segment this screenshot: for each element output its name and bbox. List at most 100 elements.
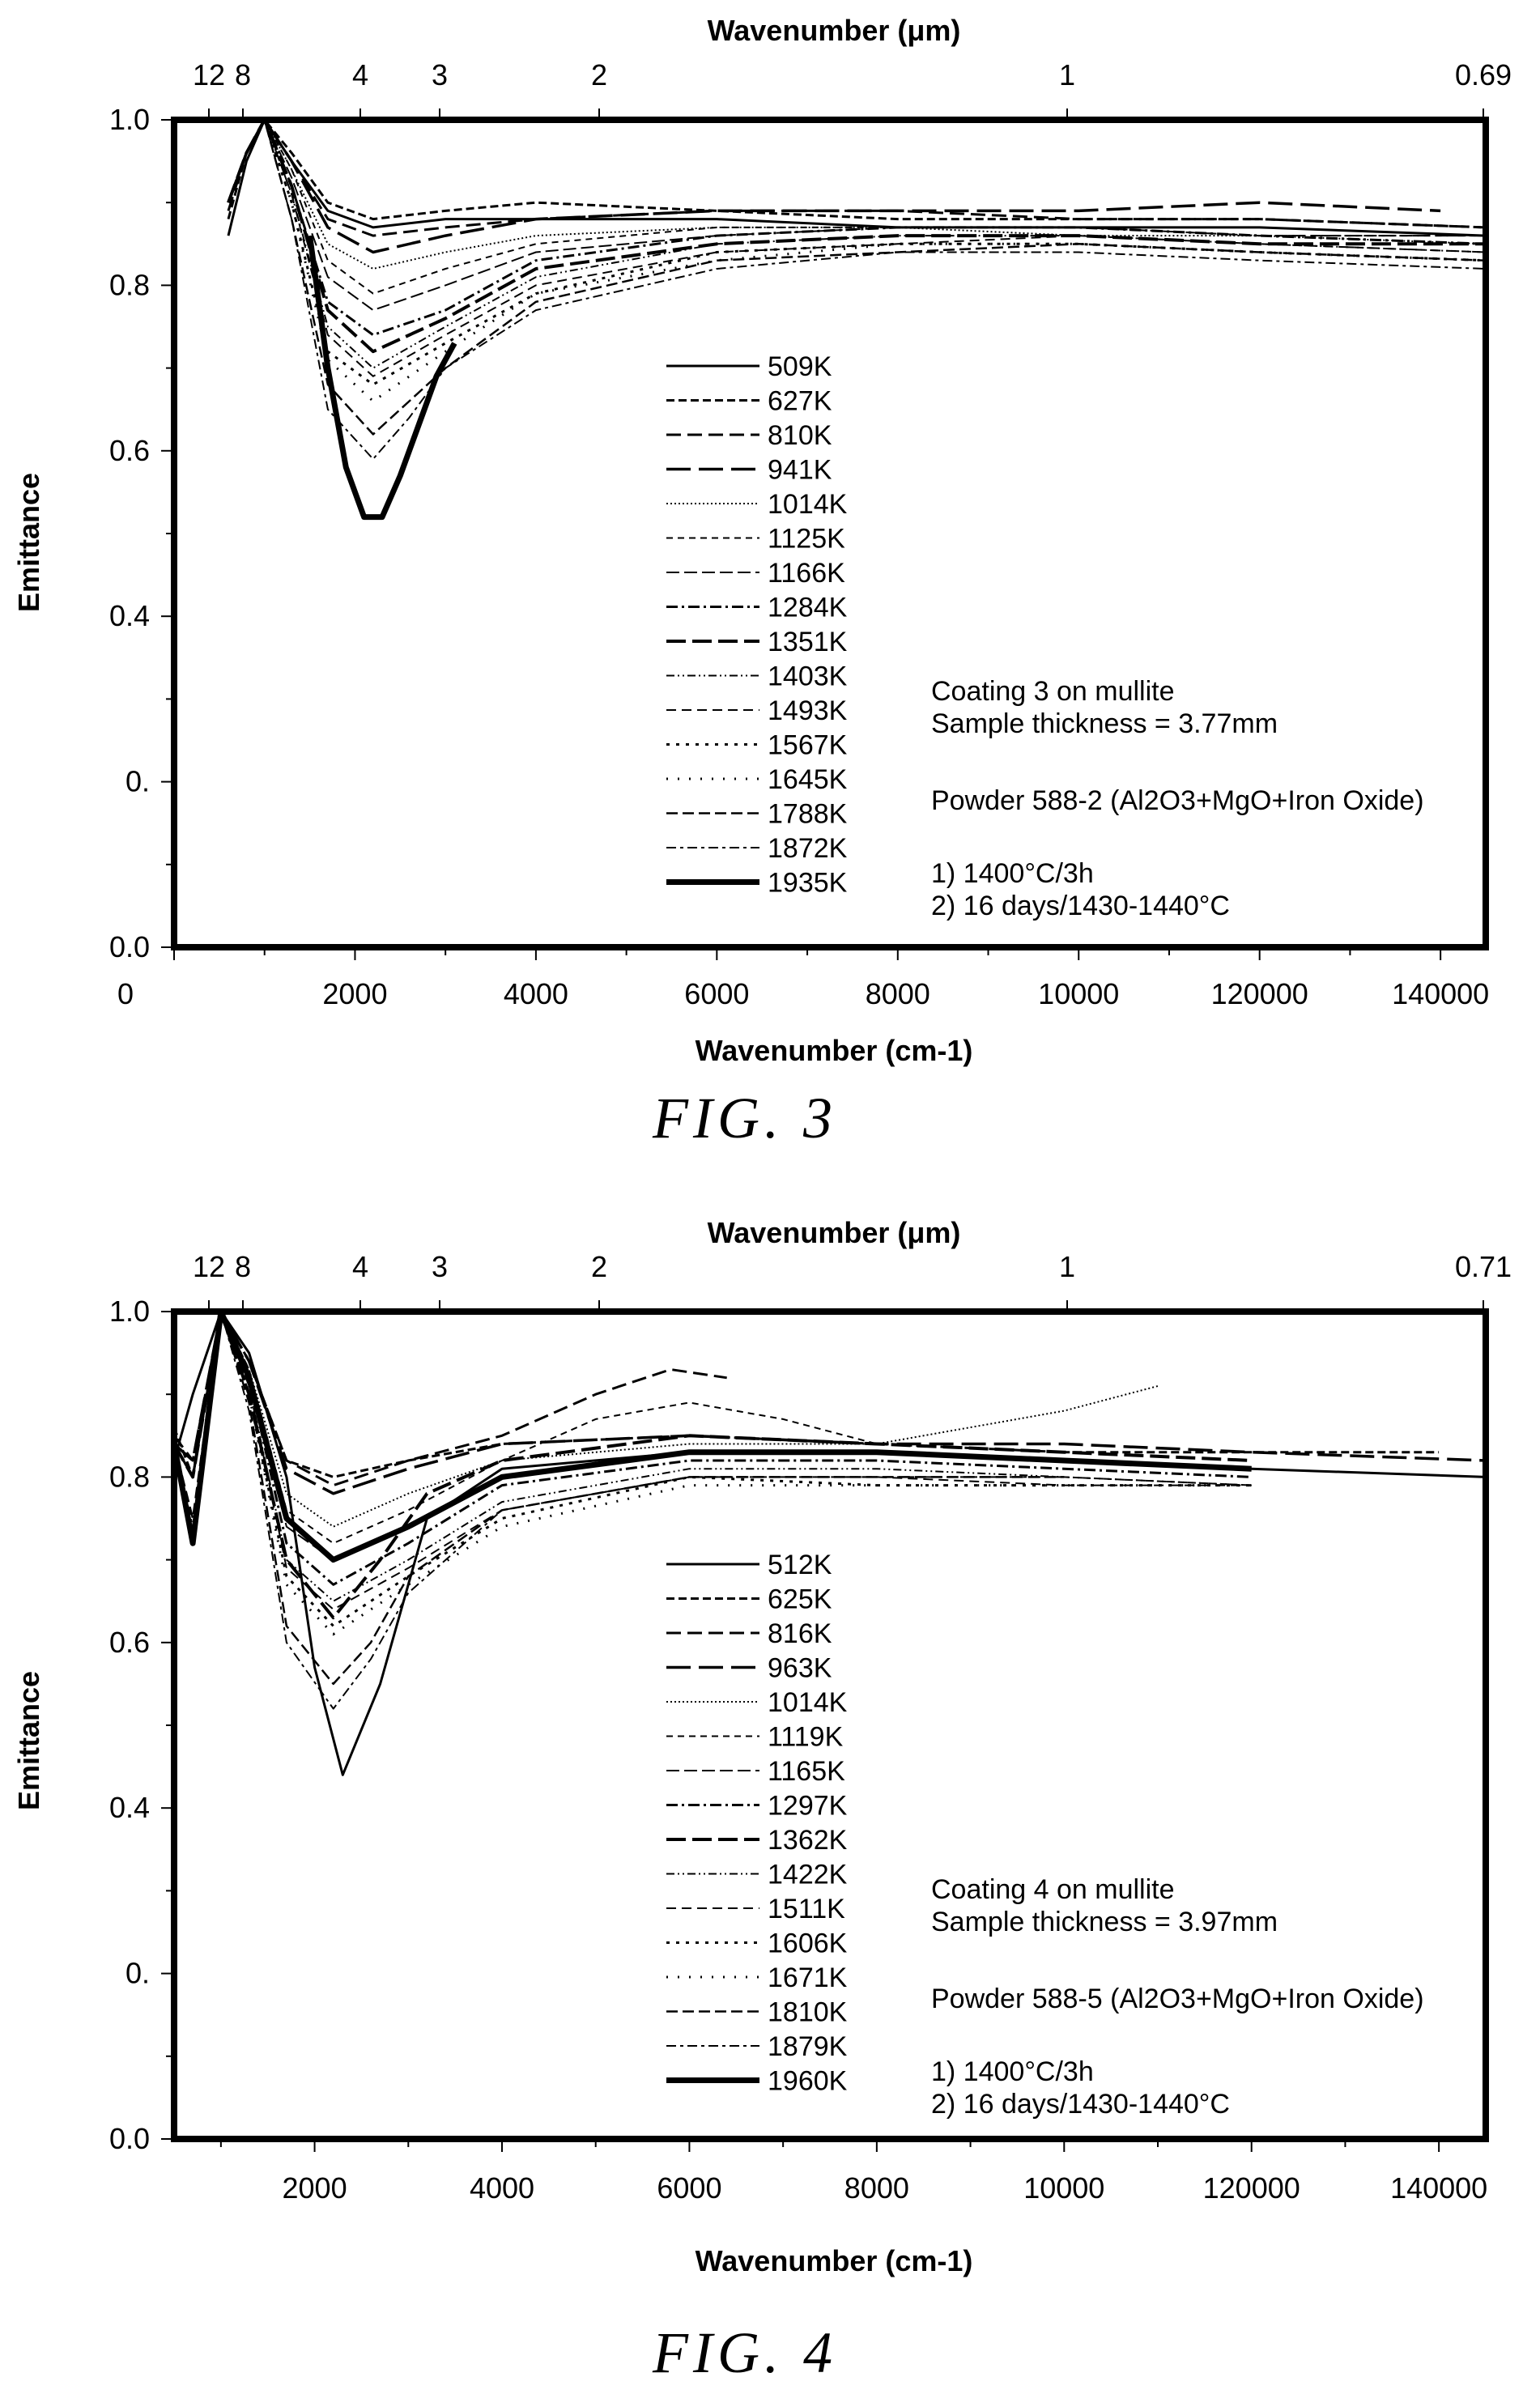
legend-label: 1493K bbox=[768, 695, 848, 726]
series-line-1422K bbox=[174, 1312, 1252, 1602]
y-tick-label: 1.0 bbox=[109, 1295, 150, 1328]
y-tick-label: 1.0 bbox=[109, 103, 150, 136]
legend-label: 1879K bbox=[768, 2031, 848, 2062]
top-tick-label: 12 bbox=[193, 58, 225, 91]
annotation-coating: Coating 3 on mullite bbox=[931, 676, 1175, 707]
legend-label: 1935K bbox=[768, 868, 848, 899]
legend-label: 1165K bbox=[768, 1756, 845, 1787]
annotation-thickness: Sample thickness = 3.77mm bbox=[931, 708, 1278, 739]
series-line-1014K bbox=[228, 120, 1486, 270]
series-line-1014K bbox=[174, 1312, 1159, 1528]
legend-label: 1567K bbox=[768, 730, 848, 761]
top-axis-title: Wavenumber (μm) bbox=[708, 1216, 961, 1249]
x-tick-label: 6000 bbox=[657, 2171, 721, 2205]
x-tick-label: 140000 bbox=[1392, 977, 1489, 1010]
y-tick-label: 0. bbox=[125, 1957, 150, 1990]
top-tick-label: 12 bbox=[193, 1250, 225, 1283]
legend-label: 816K bbox=[768, 1618, 832, 1649]
top-tick-label: 0.71 bbox=[1455, 1250, 1512, 1283]
x-tick-label: 10000 bbox=[1038, 977, 1119, 1010]
x-tick-label: 120000 bbox=[1203, 2171, 1300, 2205]
top-tick-label: 4 bbox=[352, 1250, 368, 1283]
series-line-1119K bbox=[174, 1312, 878, 1545]
series-line-1297K bbox=[174, 1312, 1252, 1586]
top-tick-label: 1 bbox=[1059, 1250, 1075, 1283]
y-axis-title: Emittance bbox=[12, 1671, 45, 1810]
x-tick-label: 4000 bbox=[504, 977, 568, 1010]
annotation-coating: Coating 4 on mullite bbox=[931, 1874, 1175, 1905]
series-line-1362K bbox=[174, 1312, 1252, 1620]
legend-label: 1511K bbox=[768, 1894, 845, 1924]
legend-label: 941K bbox=[768, 455, 832, 486]
series-line-963K bbox=[174, 1312, 1486, 1495]
legend-label: 810K bbox=[768, 420, 832, 451]
series-line-1671K bbox=[174, 1312, 1252, 1636]
legend-label: 1422K bbox=[768, 1860, 848, 1890]
series-line-1493K bbox=[228, 120, 1486, 377]
y-tick-label: 0.0 bbox=[109, 2122, 150, 2155]
chart-fig-4: Wavenumber (μm) 12 8 4 3 2 1 0.71 2000 4000 6000… bbox=[12, 1216, 1512, 2385]
top-tick-label: 0.69 bbox=[1455, 58, 1512, 91]
series-line-1935K bbox=[307, 235, 457, 521]
x-tick-label: 10000 bbox=[1023, 2171, 1104, 2205]
legend-label: 1014K bbox=[768, 1687, 848, 1718]
legend-label: 627K bbox=[768, 386, 832, 417]
series-line-1872K bbox=[228, 120, 1486, 460]
x-tick-label: 140000 bbox=[1390, 2171, 1487, 2205]
top-tick-label: 3 bbox=[432, 1250, 448, 1283]
legend-label: 1671K bbox=[768, 1962, 848, 1993]
x-tick-label: 120000 bbox=[1211, 977, 1308, 1010]
plot-frame bbox=[171, 1308, 1489, 2142]
legend-label: 1284K bbox=[768, 593, 848, 623]
top-tick-label: 2 bbox=[591, 58, 607, 91]
annotation-powder: Powder 588-5 (Al2O3+MgO+Iron Oxide) bbox=[931, 1984, 1424, 2014]
top-tick-label: 4 bbox=[352, 58, 368, 91]
top-tick-label: 3 bbox=[432, 58, 448, 91]
y-tick-label: 0.8 bbox=[109, 268, 150, 301]
annotation-step1: 1) 1400°C/3h bbox=[931, 2056, 1094, 2087]
series-layer bbox=[227, 120, 1486, 521]
legend-label: 963K bbox=[768, 1653, 832, 1684]
legend-label: 1014K bbox=[768, 489, 848, 520]
series-layer bbox=[174, 1312, 1486, 1776]
x-axis-title: Wavenumber (cm-1) bbox=[696, 2244, 973, 2277]
legend-label: 1166K bbox=[768, 558, 845, 589]
series-line-810K bbox=[227, 120, 1486, 237]
y-tick-label: 0.4 bbox=[109, 1791, 150, 1824]
series-line-1284K bbox=[227, 120, 1486, 337]
x-tick-label: 0 bbox=[117, 977, 134, 1010]
legend-label: 1872K bbox=[768, 833, 848, 864]
legend-label: 1351K bbox=[768, 627, 848, 657]
top-tick-label: 8 bbox=[235, 1250, 251, 1283]
series-line-1960K bbox=[174, 1312, 1252, 1563]
legend-label: 1810K bbox=[768, 1997, 848, 2028]
legend-label: 1403K bbox=[768, 661, 848, 692]
x-tick-label: 2000 bbox=[322, 977, 387, 1010]
y-axis-ticks: 0.0 0. 0.4 0.6 0.8 1.0 bbox=[109, 1295, 174, 2155]
legend-label: 512K bbox=[768, 1550, 832, 1580]
x-tick-label: 6000 bbox=[684, 977, 749, 1010]
top-axis-title: Wavenumber (μm) bbox=[708, 14, 961, 47]
annotation-thickness: Sample thickness = 3.97mm bbox=[931, 1907, 1278, 1937]
top-tick-label: 2 bbox=[591, 1250, 607, 1283]
y-tick-label: 0.6 bbox=[109, 434, 150, 467]
legend-label: 1119K bbox=[768, 1722, 844, 1753]
legend-label: 625K bbox=[768, 1584, 832, 1615]
series-line-1810K bbox=[174, 1312, 1065, 1686]
y-tick-label: 0.4 bbox=[109, 599, 150, 632]
series-line-1879K bbox=[174, 1312, 1252, 1710]
annotation-step2: 2) 16 days/1430-1440°C bbox=[931, 2089, 1230, 2120]
top-tick-label: 8 bbox=[235, 58, 251, 91]
x-tick-label: 8000 bbox=[844, 2171, 909, 2205]
top-axis-ticks: 12 8 4 3 2 1 0.69 bbox=[193, 58, 1512, 120]
y-tick-label: 0.6 bbox=[109, 1626, 150, 1659]
series-line-1166K bbox=[228, 120, 1486, 312]
legend-label: 1125K bbox=[768, 524, 845, 555]
annotation-step2: 2) 16 days/1430-1440°C bbox=[931, 891, 1230, 921]
series-line-1788K bbox=[227, 120, 1486, 436]
x-tick-label: 2000 bbox=[283, 2171, 347, 2205]
top-tick-label: 1 bbox=[1059, 58, 1075, 91]
